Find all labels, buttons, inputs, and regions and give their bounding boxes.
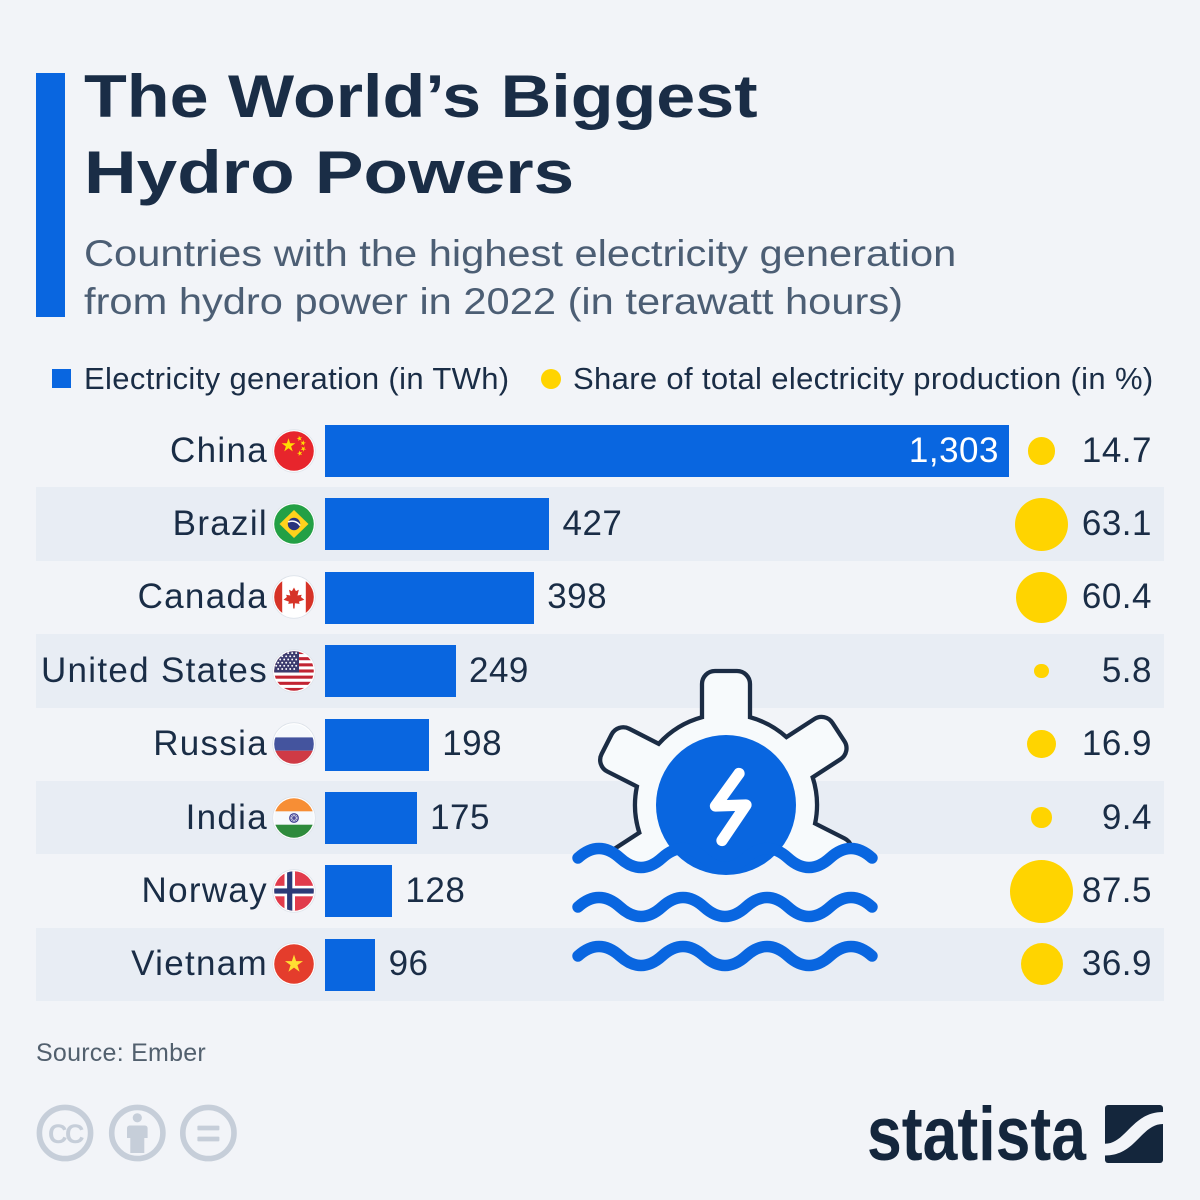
svg-text:CC: CC [48,1119,84,1149]
svg-text:statista: statista [867,1098,1087,1170]
